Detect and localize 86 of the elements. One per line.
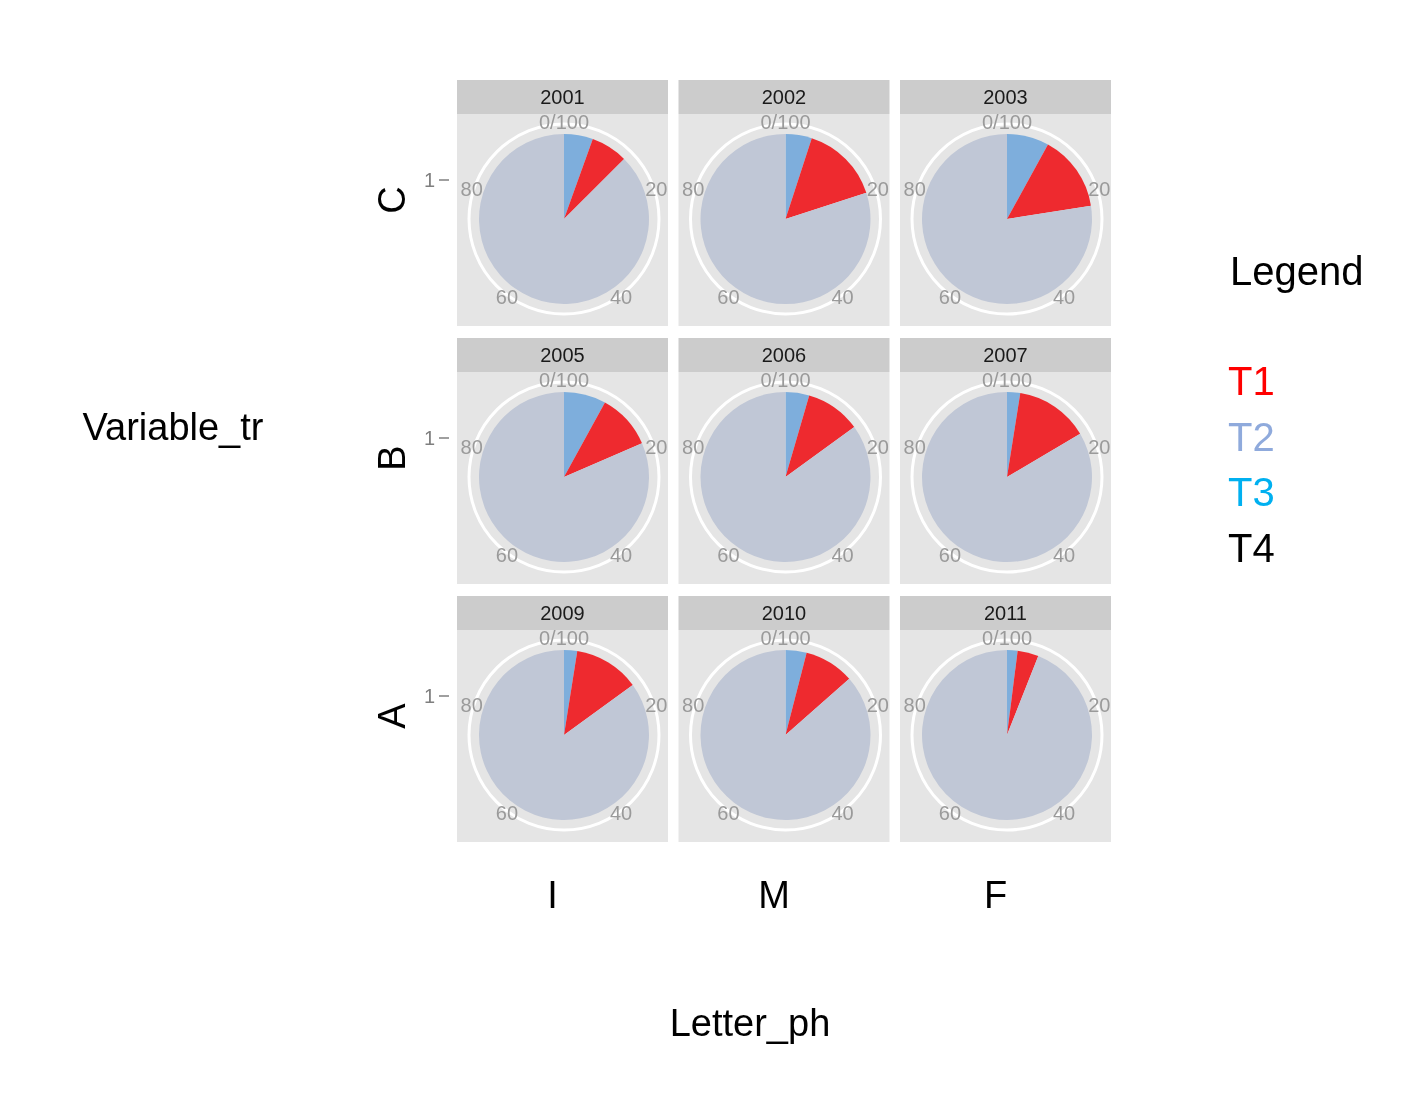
pie-slice <box>1007 650 1039 735</box>
text: 1 <box>423 169 435 191</box>
chart-title: 2005 <box>540 344 585 366</box>
chart-title: 2001 <box>540 86 585 108</box>
text: 80 <box>903 178 926 201</box>
category-label: T2 <box>1228 414 1275 459</box>
text: 20 <box>645 694 668 717</box>
text: 0/100 <box>981 369 1033 391</box>
text: 40 <box>609 286 633 309</box>
text: 40 <box>609 544 633 567</box>
category-label: T3 <box>1228 470 1275 514</box>
pie-slice <box>564 650 578 735</box>
pie-slice <box>785 652 850 735</box>
chart-title: 2003 <box>983 86 1028 108</box>
pie-slice <box>1007 393 1081 477</box>
pie-slice <box>564 392 605 477</box>
text: 20 <box>866 178 889 201</box>
text: 80 <box>460 436 483 459</box>
pie-slice <box>564 402 643 477</box>
text: 20 <box>1088 436 1111 459</box>
text: 0/100 <box>760 111 811 133</box>
text: 0/100 <box>538 111 590 133</box>
text: M <box>758 874 790 916</box>
text: Letter_ph <box>669 1002 831 1044</box>
pie-slice <box>1007 392 1021 477</box>
text: I <box>547 874 558 916</box>
text: 20 <box>645 178 668 201</box>
text: 0/100 <box>760 369 811 391</box>
pie-slice <box>785 392 810 477</box>
text: 80 <box>903 436 926 459</box>
pie-slice <box>785 138 867 219</box>
text: 60 <box>495 802 519 825</box>
chart-title: 2006 <box>761 344 807 366</box>
text: B <box>371 445 413 471</box>
text: 20 <box>866 436 889 459</box>
text: 80 <box>682 178 705 201</box>
text: 60 <box>938 802 962 825</box>
text: 20 <box>866 694 889 717</box>
text: Variable_tr <box>82 406 264 448</box>
chart-title: 2007 <box>983 344 1028 366</box>
text: 0/100 <box>538 627 590 649</box>
text: 60 <box>717 286 740 309</box>
pie-slice <box>564 134 593 219</box>
text: 20 <box>645 436 668 459</box>
category-label: T4 <box>1228 525 1275 570</box>
chart-title: 2002 <box>761 86 807 108</box>
text: 80 <box>682 436 705 459</box>
text: 80 <box>460 178 483 201</box>
pie-slice <box>1007 144 1091 219</box>
text: 60 <box>495 544 519 567</box>
text: 40 <box>1052 544 1076 567</box>
text: 60 <box>495 286 519 309</box>
text: 1 <box>423 427 435 449</box>
text: 80 <box>682 694 705 717</box>
text: C <box>371 186 413 214</box>
chart-title: 2009 <box>540 602 585 624</box>
text: Legend <box>1230 249 1364 293</box>
text: 0/100 <box>981 111 1033 133</box>
text: 40 <box>1052 802 1076 825</box>
text: 40 <box>609 802 633 825</box>
chart-title: 2011 <box>983 602 1028 624</box>
text: 1 <box>423 685 435 707</box>
pie-slice <box>785 134 812 219</box>
text: 0/100 <box>760 627 811 649</box>
text: 40 <box>1052 286 1076 309</box>
text: F <box>983 874 1008 916</box>
text: 80 <box>903 694 926 717</box>
text: 0/100 <box>538 369 590 391</box>
text: A <box>371 702 413 729</box>
pie-slice <box>1007 134 1048 219</box>
text: 60 <box>717 544 740 567</box>
text: 80 <box>460 694 483 717</box>
pie-slice <box>564 651 633 735</box>
text: 40 <box>831 802 854 825</box>
pie-slice <box>785 395 855 477</box>
text: 20 <box>1088 694 1111 717</box>
text: 20 <box>1088 178 1111 201</box>
text: 60 <box>938 286 962 309</box>
chart-title: 2010 <box>761 602 807 624</box>
text: 0/100 <box>981 627 1033 649</box>
text: 40 <box>831 286 854 309</box>
category-label: T1 <box>1228 359 1275 403</box>
pie-slice <box>564 139 625 219</box>
text: 60 <box>938 544 962 567</box>
text: 60 <box>717 802 740 825</box>
text: 40 <box>831 544 854 567</box>
